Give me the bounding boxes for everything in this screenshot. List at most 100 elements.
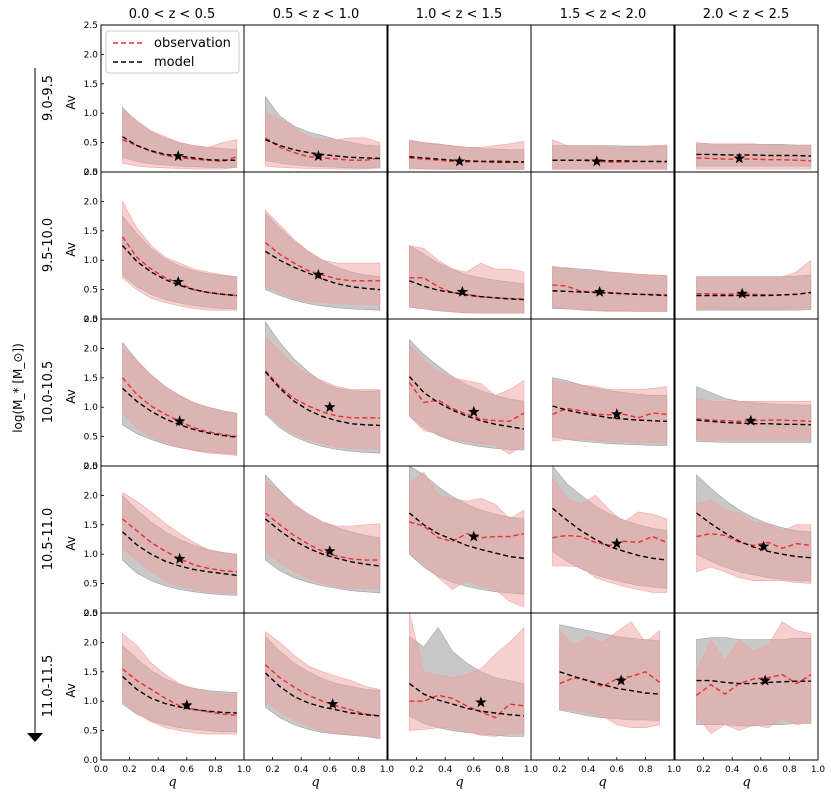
y-tick-label: 1.0: [84, 109, 99, 119]
y-axis-label: Av: [64, 536, 78, 551]
y-axis-label: Av: [64, 389, 78, 404]
observation-line: [552, 534, 668, 547]
panel-r4-c2: 0.2 0.4 0.6 0.8 1.0 q: [387, 612, 538, 790]
median-star-marker: [736, 287, 748, 299]
y-tick-label: 2.0: [84, 638, 99, 648]
panel-r0-c2: [387, 24, 532, 173]
x-tick-label: 0.4: [151, 765, 166, 775]
observation-line: [552, 407, 667, 419]
y-tick-label: 1.5: [84, 668, 98, 678]
row-labels: 9.0-9.5 9.5-10.0 10.0-10.5 10.5-11.0 11.…: [41, 75, 56, 717]
panel-r1-c3: [530, 171, 675, 320]
model-line: [696, 291, 811, 297]
panel-r0-c4: [674, 24, 819, 173]
observation-band: [552, 380, 668, 443]
median-star-marker: [312, 268, 325, 280]
panel-r1-c0: 0.0 0.5 1.0 1.5 2.0 2.5 Av: [64, 168, 245, 325]
median-star-marker: [453, 155, 466, 167]
x-tick-label: 0.4: [725, 765, 740, 775]
y-tick-label: 2.5: [84, 21, 98, 31]
y-tick-label: 0.0: [84, 315, 99, 325]
mass-axis-arrowhead: [27, 733, 43, 742]
median-star-marker: [615, 674, 627, 686]
median-star-marker: [468, 530, 480, 542]
x-tick-label: 1.0: [380, 765, 395, 775]
observation-line: [265, 137, 381, 161]
col-title-3: 1.5 < z < 2.0: [560, 7, 647, 22]
model-line: [408, 512, 524, 559]
y-tick-label: 0.5: [84, 580, 98, 590]
median-star-marker: [456, 286, 469, 297]
y-tick-label: 0.5: [84, 727, 98, 737]
x-tick-label: 0.2: [409, 765, 423, 775]
panel-r3-c2: [387, 465, 532, 614]
x-tick-label: 0.4: [438, 765, 453, 775]
median-star-marker: [468, 405, 480, 417]
model-line: [409, 280, 524, 301]
observation-band: [122, 347, 238, 456]
observation-band: [552, 265, 668, 312]
panel-r0-c3: [530, 24, 675, 173]
median-star-marker: [172, 276, 184, 287]
observation-band: [552, 139, 668, 170]
observation-band: [696, 621, 812, 734]
x-tick-label: 0.2: [552, 765, 566, 775]
observation-band: [552, 476, 668, 593]
observation-band: [122, 201, 238, 311]
y-tick-label: 0.5: [84, 433, 98, 443]
x-tick-label: 0.2: [696, 765, 710, 775]
x-tick-label: 0.6: [467, 765, 482, 775]
observation-line: [264, 242, 380, 282]
panel-r4-c3: 0.2 0.4 0.6 0.8 1.0 q: [530, 612, 681, 790]
y-tick-label: 2.0: [84, 491, 99, 501]
median-star-marker: [172, 150, 184, 161]
x-tick-label: 0.8: [495, 765, 510, 775]
model-line: [409, 156, 524, 163]
panel-r2-c4: [674, 318, 819, 467]
panel-r4-c4: 0.2 0.4 0.6 0.8 1.0 q: [674, 612, 826, 790]
panel-r3-c1: [243, 465, 388, 614]
row-label-2: 10.0-10.5: [41, 361, 56, 424]
observation-line: [696, 673, 812, 696]
median-star-marker: [611, 408, 623, 420]
observation-band: [409, 139, 525, 170]
model-line: [264, 672, 380, 717]
median-star-marker: [324, 401, 336, 413]
observation-band: [696, 142, 812, 170]
x-axis-label: q: [742, 775, 750, 790]
model-line: [559, 671, 660, 695]
panel-r2-c1: [243, 318, 388, 467]
y-tick-label: 0.5: [84, 139, 98, 149]
panel-r4-c1: 0.2 0.4 0.6 0.8 1.0 q: [243, 612, 395, 790]
model-line: [552, 290, 667, 297]
col-title-2: 1.0 < z < 1.5: [416, 7, 503, 22]
x-tick-label: 0.4: [294, 765, 309, 775]
legend: observation model: [105, 30, 240, 74]
x-axis-label: q: [168, 775, 176, 790]
panel-grid: 0.0 0.5 1.0 1.5 2.0 2.5 Av 0.0 0.5 1.0 1.5 2.0 2.5 Av…: [64, 21, 825, 790]
observation-line: [264, 370, 380, 419]
observation-band: [559, 621, 661, 729]
panel-r1-c1: [243, 171, 388, 320]
observation-line: [696, 157, 811, 162]
median-star-marker: [758, 540, 770, 552]
panel-r3-c3: [530, 465, 675, 614]
y-tick-label: 1.5: [84, 80, 98, 90]
model-line: [696, 153, 811, 157]
x-tick-label: 1.0: [811, 765, 826, 775]
y-tick-label: 1.0: [84, 256, 99, 266]
y-tick-label: 2.5: [84, 609, 98, 619]
model-line: [552, 405, 667, 422]
median-star-marker: [745, 414, 757, 426]
median-star-marker: [173, 552, 186, 564]
model-line: [122, 387, 237, 438]
col-title-0: 0.0 < z < 0.5: [129, 7, 216, 22]
panel-r1-c2: [387, 171, 532, 320]
observation-line: [559, 671, 661, 688]
x-tick-label: 0.8: [638, 765, 653, 775]
y-tick-label: 1.0: [84, 697, 99, 707]
panel-r0-c1: [243, 24, 388, 173]
observation-band: [265, 209, 381, 305]
observation-band: [696, 259, 812, 310]
panel-frame: [530, 612, 675, 761]
